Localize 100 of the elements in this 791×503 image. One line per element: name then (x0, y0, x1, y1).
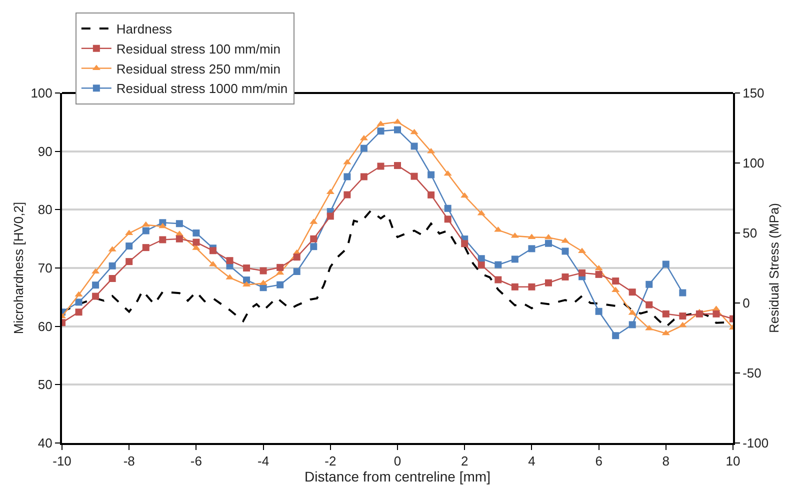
point (344, 173, 351, 180)
point (75, 308, 82, 316)
y-tick-label: 50 (38, 377, 52, 392)
y2-tick-label: 150 (742, 86, 764, 101)
point (142, 221, 150, 227)
point (712, 310, 720, 318)
point (276, 264, 284, 271)
y-tick-label: 70 (38, 260, 52, 276)
point (410, 172, 418, 180)
point (662, 330, 670, 336)
y2-tick-label: 100 (742, 156, 764, 171)
x-tick-label: -4 (258, 454, 270, 469)
point (108, 262, 116, 270)
y2-tick-label: 0 (742, 296, 750, 311)
point (326, 212, 334, 220)
point (562, 273, 569, 280)
y2-tick-label: -100 (742, 436, 769, 451)
y-tick-label: 90 (38, 144, 52, 159)
point (678, 322, 687, 328)
x-tick-label: 0 (394, 454, 402, 469)
point (176, 235, 183, 242)
legend-label: Hardness (116, 22, 173, 37)
point (646, 280, 653, 288)
point (612, 278, 620, 285)
point (142, 227, 150, 234)
point (260, 267, 267, 274)
point (108, 275, 116, 282)
point (628, 309, 636, 315)
point (662, 310, 670, 318)
point (126, 242, 133, 250)
x-tick-label: -8 (123, 454, 135, 469)
point (142, 244, 150, 252)
point (293, 268, 300, 275)
point (310, 243, 318, 250)
point (75, 298, 82, 306)
x-tick-label: -6 (190, 454, 202, 469)
point (410, 128, 418, 134)
y-tick-label: 100 (30, 86, 52, 101)
point (243, 264, 250, 272)
point (662, 260, 670, 268)
x-tick-label: 10 (726, 454, 740, 469)
point (544, 240, 552, 247)
point (293, 254, 300, 261)
point (360, 173, 368, 180)
y2-tick-label: 50 (742, 226, 758, 241)
x-tick-label: -10 (52, 454, 72, 469)
point (92, 268, 100, 274)
point (243, 276, 250, 284)
legend-label: Residual stress 1000 mm/min (116, 81, 288, 96)
point (679, 312, 686, 320)
point (159, 236, 166, 244)
y2-axis-title: Residual Stress (MPa) (766, 202, 782, 334)
point (544, 279, 552, 286)
y-axis-title: Microhardness [HV0,2] (11, 202, 26, 334)
point (444, 204, 452, 212)
x-tick-label: 8 (662, 454, 670, 469)
point (494, 261, 502, 268)
point (377, 128, 384, 135)
point (460, 192, 469, 198)
point (679, 289, 686, 296)
point (360, 144, 368, 152)
point (126, 258, 133, 266)
y2-tick-label: -50 (742, 366, 762, 381)
point (92, 282, 100, 289)
point (478, 255, 485, 262)
point (562, 248, 569, 255)
point (628, 288, 636, 296)
legend-label: Residual stress 250 mm/min (116, 61, 280, 76)
point (344, 191, 351, 198)
point (410, 142, 418, 150)
x-tick-label: 2 (460, 454, 468, 469)
point (192, 238, 200, 246)
point (628, 321, 636, 328)
point (461, 240, 468, 248)
point (158, 222, 167, 228)
point (528, 245, 536, 252)
point (226, 257, 234, 264)
point (561, 237, 570, 243)
point (578, 269, 586, 276)
point (276, 281, 284, 288)
point (92, 292, 100, 300)
point (192, 230, 200, 236)
point (511, 256, 518, 263)
point (343, 158, 352, 164)
x-tick-label: 4 (528, 454, 536, 469)
point (326, 188, 334, 194)
point (176, 220, 183, 228)
point (612, 332, 620, 340)
point (125, 230, 134, 236)
y-tick-label: 80 (38, 202, 52, 218)
point (310, 235, 318, 242)
point (595, 308, 602, 315)
y-tick-label: 60 (38, 318, 52, 334)
x-axis-title: Distance from centreline [mm] (304, 468, 490, 485)
point (377, 162, 384, 170)
point (595, 270, 602, 278)
point (510, 232, 519, 238)
x-tick-label: 6 (595, 454, 602, 469)
legend-label: Residual stress 100 mm/min (116, 41, 280, 56)
point (209, 247, 216, 254)
